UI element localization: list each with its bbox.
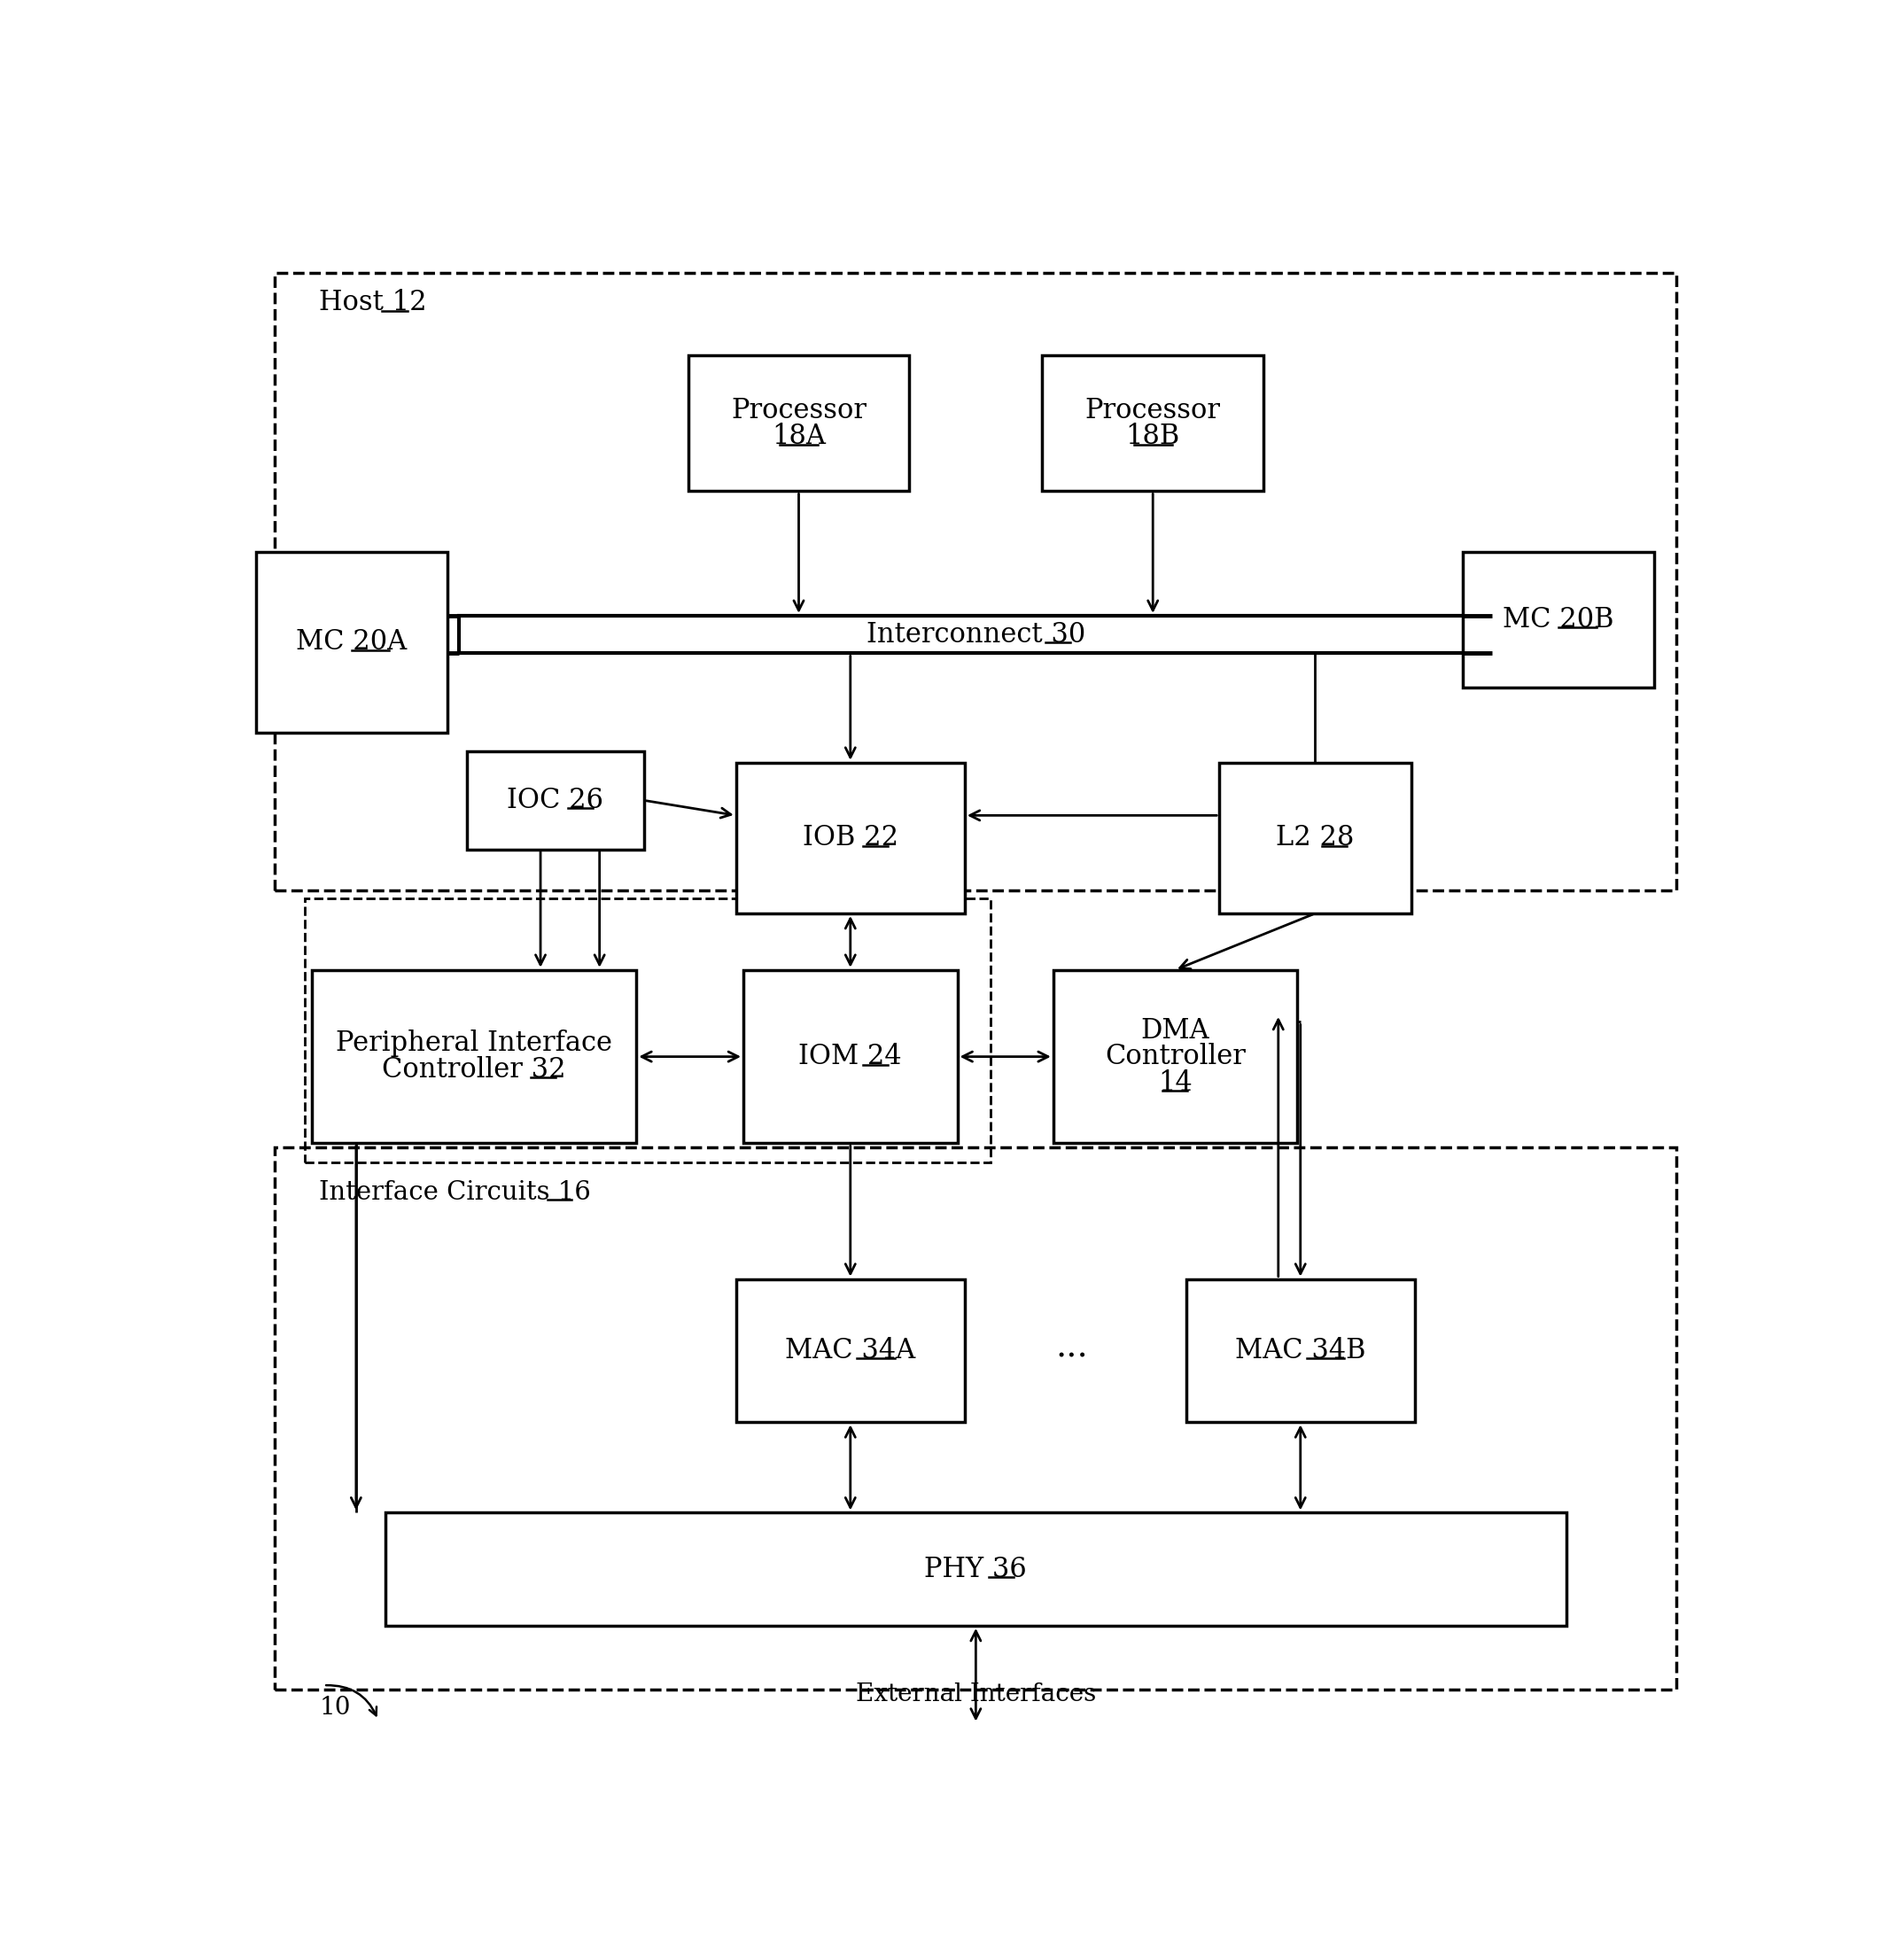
Bar	[737, 1279, 965, 1422]
Bar	[687, 356, 910, 491]
Text: Controller 32: Controller 32	[383, 1055, 565, 1083]
Text: Processor: Processor	[1085, 397, 1220, 425]
Text: IOM 24: IOM 24	[798, 1044, 902, 1071]
Bar	[274, 272, 1677, 891]
Text: MAC 34B: MAC 34B	[1236, 1337, 1365, 1365]
Text: ...: ...	[1055, 1331, 1087, 1365]
Bar	[1219, 762, 1411, 912]
Bar	[1041, 356, 1264, 491]
Text: L2 28: L2 28	[1276, 824, 1354, 852]
Bar	[737, 762, 965, 912]
Text: PHY 36: PHY 36	[925, 1555, 1026, 1582]
Bar	[385, 1514, 1567, 1625]
Text: MC 20A: MC 20A	[297, 629, 407, 656]
Text: 18A: 18A	[771, 423, 826, 450]
Text: MC 20B: MC 20B	[1502, 605, 1615, 632]
Text: 14: 14	[1158, 1069, 1192, 1096]
Bar	[305, 899, 990, 1163]
Bar	[274, 1147, 1677, 1690]
Text: DMA: DMA	[1140, 1016, 1209, 1044]
Text: External Interfaces: External Interfaces	[855, 1682, 1097, 1705]
Text: Controller: Controller	[1104, 1044, 1245, 1071]
Text: Interface Circuits 16: Interface Circuits 16	[320, 1181, 590, 1204]
Bar	[1462, 552, 1655, 687]
Bar	[1053, 969, 1297, 1143]
Text: Interconnect 30: Interconnect 30	[866, 621, 1085, 648]
Text: IOB 22: IOB 22	[802, 824, 899, 852]
Bar	[743, 969, 958, 1143]
Bar	[1186, 1279, 1415, 1422]
Text: MAC 34A: MAC 34A	[784, 1337, 916, 1365]
Text: Peripheral Interface: Peripheral Interface	[335, 1030, 613, 1057]
Text: 10: 10	[320, 1696, 350, 1719]
Bar	[459, 615, 1493, 654]
Bar	[312, 969, 636, 1143]
Bar	[255, 552, 447, 732]
Text: 18B: 18B	[1125, 423, 1180, 450]
Text: Processor: Processor	[731, 397, 866, 425]
Text: Host 12: Host 12	[320, 290, 426, 317]
Text: IOC 26: IOC 26	[506, 787, 604, 815]
Bar	[466, 752, 644, 850]
